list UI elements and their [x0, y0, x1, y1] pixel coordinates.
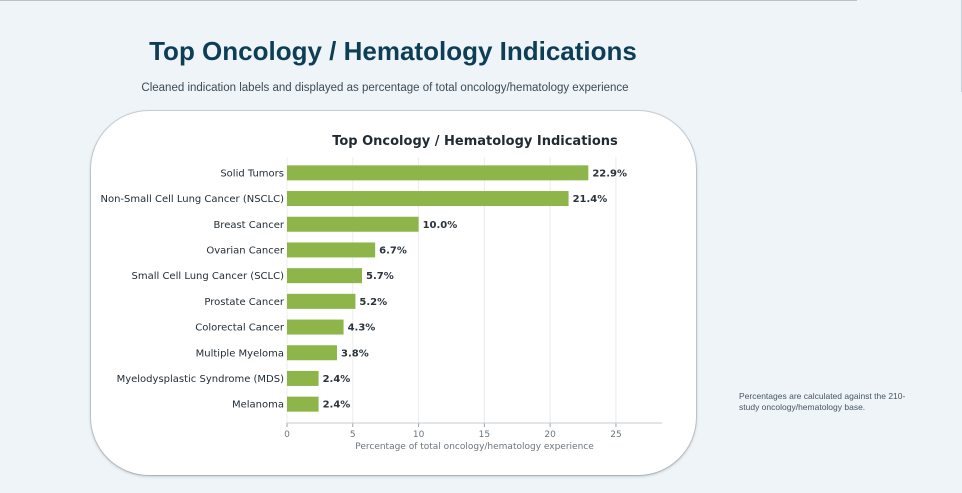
bar — [287, 319, 344, 335]
value-label: 2.4% — [323, 374, 351, 385]
value-label: 6.7% — [379, 245, 407, 256]
page-subtitle: Cleaned indication labels and displayed … — [141, 82, 629, 94]
bar — [287, 396, 319, 412]
x-axis: 0 5 10 15 20 25 — [284, 422, 662, 440]
category-label: Non-Small Cell Lung Cancer (NSCLC) — [100, 194, 284, 205]
bar — [287, 293, 356, 309]
bar — [287, 242, 376, 258]
category-label: Multiple Myeloma — [196, 348, 284, 359]
category-label: Melanoma — [232, 400, 284, 411]
category-label: Myelodysplastic Syndrome (MDS) — [117, 374, 285, 385]
footnote: Percentages are calculated against the 2… — [739, 391, 906, 412]
value-label: 5.2% — [359, 297, 387, 308]
category-label: Ovarian Cancer — [206, 245, 285, 256]
x-axis-label: Percentage of total oncology/hematology … — [355, 442, 594, 452]
x-tick-label: 25 — [610, 430, 621, 440]
bar — [287, 165, 589, 181]
x-tick-label: 10 — [413, 430, 425, 440]
value-label: 22.9% — [592, 168, 627, 179]
category-label: Solid Tumors — [220, 168, 284, 179]
category-label: Small Cell Lung Cancer (SCLC) — [132, 271, 285, 282]
chart-title: Top Oncology / Hematology Indications — [332, 134, 618, 149]
page-title: Top Oncology / Hematology Indications — [149, 36, 637, 66]
bar — [287, 370, 319, 386]
value-label: 21.4% — [573, 194, 608, 205]
bar — [287, 216, 419, 232]
value-label: 4.3% — [348, 323, 376, 334]
category-label: Prostate Cancer — [204, 297, 284, 308]
chart-bars — [287, 165, 589, 412]
value-label: 10.0% — [423, 220, 458, 231]
category-label: Colorectal Cancer — [195, 323, 285, 334]
value-label: 2.4% — [323, 400, 351, 411]
category-labels: Solid Tumors Non-Small Cell Lung Cancer (… — [100, 168, 284, 410]
x-tick-label: 20 — [544, 430, 556, 440]
top-divider — [0, 0, 857, 1]
value-label: 5.7% — [366, 271, 394, 282]
bar — [287, 345, 337, 361]
x-tick-label: 15 — [479, 430, 490, 440]
value-labels: 22.9% 21.4% 10.0% 6.7% 5.7% 5.2% 4.3% 3.8% 2.4% 2… — [323, 168, 627, 410]
category-label: Breast Cancer — [213, 220, 284, 231]
value-label: 3.8% — [341, 348, 369, 359]
bar — [287, 268, 362, 284]
x-tick-label: 5 — [350, 430, 356, 440]
bar — [287, 191, 569, 207]
x-tick-label: 0 — [284, 430, 290, 440]
